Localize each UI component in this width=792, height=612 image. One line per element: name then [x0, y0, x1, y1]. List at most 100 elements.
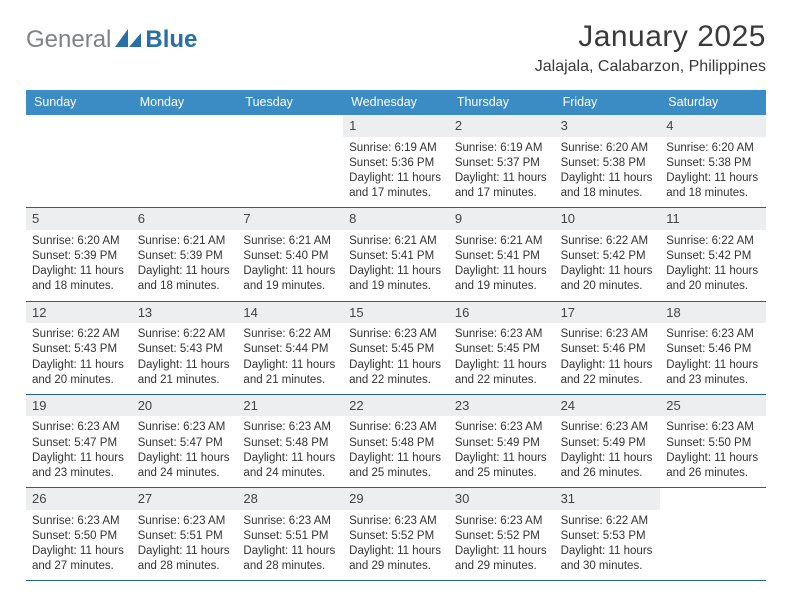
sunset-text: Sunset: 5:45 PM: [455, 342, 549, 357]
sunrise-text: Sunrise: 6:23 AM: [243, 420, 337, 435]
day-body: Sunrise: 6:23 AMSunset: 5:50 PMDaylight:…: [26, 510, 132, 581]
daylight-text: Daylight: 11 hours: [32, 544, 126, 559]
day-body: Sunrise: 6:23 AMSunset: 5:50 PMDaylight:…: [660, 416, 766, 487]
daylight-text: and 25 minutes.: [349, 466, 443, 481]
daylight-text: and 23 minutes.: [666, 373, 760, 388]
sunrise-text: Sunrise: 6:23 AM: [455, 420, 549, 435]
daylight-text: Daylight: 11 hours: [455, 451, 549, 466]
day-number: 9: [449, 208, 555, 230]
sunrise-text: Sunrise: 6:23 AM: [561, 420, 655, 435]
day-number: 13: [132, 302, 238, 324]
day-cell: 12Sunrise: 6:22 AMSunset: 5:43 PMDayligh…: [26, 302, 132, 394]
sunset-text: Sunset: 5:51 PM: [138, 529, 232, 544]
day-cell: [237, 115, 343, 207]
sunrise-text: Sunrise: 6:23 AM: [349, 514, 443, 529]
daylight-text: Daylight: 11 hours: [561, 264, 655, 279]
daylight-text: and 20 minutes.: [561, 279, 655, 294]
day-body: Sunrise: 6:22 AMSunset: 5:42 PMDaylight:…: [660, 230, 766, 301]
daylight-text: and 17 minutes.: [349, 186, 443, 201]
sunset-text: Sunset: 5:43 PM: [32, 342, 126, 357]
day-cell: 22Sunrise: 6:23 AMSunset: 5:48 PMDayligh…: [343, 395, 449, 487]
daylight-text: Daylight: 11 hours: [666, 358, 760, 373]
daylight-text: and 19 minutes.: [243, 279, 337, 294]
sunset-text: Sunset: 5:37 PM: [455, 156, 549, 171]
sunrise-text: Sunrise: 6:23 AM: [138, 514, 232, 529]
sunset-text: Sunset: 5:46 PM: [561, 342, 655, 357]
sunset-text: Sunset: 5:41 PM: [349, 249, 443, 264]
daylight-text: Daylight: 11 hours: [243, 264, 337, 279]
sunrise-text: Sunrise: 6:22 AM: [138, 327, 232, 342]
day-cell: [26, 115, 132, 207]
day-number: 17: [555, 302, 661, 324]
day-number: 3: [555, 115, 661, 137]
day-number: 23: [449, 395, 555, 417]
day-cell: 5Sunrise: 6:20 AMSunset: 5:39 PMDaylight…: [26, 208, 132, 300]
daylight-text: Daylight: 11 hours: [455, 171, 549, 186]
day-cell: 30Sunrise: 6:23 AMSunset: 5:52 PMDayligh…: [449, 488, 555, 580]
daylight-text: Daylight: 11 hours: [32, 358, 126, 373]
sunrise-text: Sunrise: 6:23 AM: [455, 514, 549, 529]
day-cell: 23Sunrise: 6:23 AMSunset: 5:49 PMDayligh…: [449, 395, 555, 487]
daylight-text: and 22 minutes.: [561, 373, 655, 388]
day-number: 31: [555, 488, 661, 510]
sunset-text: Sunset: 5:41 PM: [455, 249, 549, 264]
weekday-header: Friday: [555, 90, 661, 115]
day-cell: 21Sunrise: 6:23 AMSunset: 5:48 PMDayligh…: [237, 395, 343, 487]
brand-word-b: Blue: [145, 26, 197, 54]
sunrise-text: Sunrise: 6:20 AM: [666, 141, 760, 156]
sunrise-text: Sunrise: 6:21 AM: [138, 234, 232, 249]
day-number: 22: [343, 395, 449, 417]
weekday-header: Monday: [132, 90, 238, 115]
daylight-text: Daylight: 11 hours: [561, 544, 655, 559]
sunset-text: Sunset: 5:45 PM: [349, 342, 443, 357]
day-cell: 28Sunrise: 6:23 AMSunset: 5:51 PMDayligh…: [237, 488, 343, 580]
sunrise-text: Sunrise: 6:23 AM: [32, 420, 126, 435]
sunset-text: Sunset: 5:43 PM: [138, 342, 232, 357]
sunrise-text: Sunrise: 6:23 AM: [138, 420, 232, 435]
daylight-text: and 25 minutes.: [455, 466, 549, 481]
daylight-text: Daylight: 11 hours: [349, 451, 443, 466]
day-cell: 9Sunrise: 6:21 AMSunset: 5:41 PMDaylight…: [449, 208, 555, 300]
day-body: Sunrise: 6:22 AMSunset: 5:42 PMDaylight:…: [555, 230, 661, 301]
day-number: 11: [660, 208, 766, 230]
day-cell: 25Sunrise: 6:23 AMSunset: 5:50 PMDayligh…: [660, 395, 766, 487]
sunset-text: Sunset: 5:42 PM: [561, 249, 655, 264]
day-cell: 11Sunrise: 6:22 AMSunset: 5:42 PMDayligh…: [660, 208, 766, 300]
weekday-header: Sunday: [26, 90, 132, 115]
day-number: 1: [343, 115, 449, 137]
day-body: Sunrise: 6:23 AMSunset: 5:48 PMDaylight:…: [237, 416, 343, 487]
sunset-text: Sunset: 5:47 PM: [32, 436, 126, 451]
day-cell: 8Sunrise: 6:21 AMSunset: 5:41 PMDaylight…: [343, 208, 449, 300]
weekday-header: Thursday: [449, 90, 555, 115]
sunset-text: Sunset: 5:49 PM: [561, 436, 655, 451]
sunrise-text: Sunrise: 6:20 AM: [32, 234, 126, 249]
daylight-text: Daylight: 11 hours: [32, 264, 126, 279]
sail-icon: [115, 29, 141, 52]
sunset-text: Sunset: 5:39 PM: [138, 249, 232, 264]
day-cell: 24Sunrise: 6:23 AMSunset: 5:49 PMDayligh…: [555, 395, 661, 487]
day-cell: 19Sunrise: 6:23 AMSunset: 5:47 PMDayligh…: [26, 395, 132, 487]
daylight-text: Daylight: 11 hours: [666, 171, 760, 186]
day-number: 21: [237, 395, 343, 417]
day-number: 30: [449, 488, 555, 510]
daylight-text: and 28 minutes.: [138, 559, 232, 574]
sunrise-text: Sunrise: 6:21 AM: [455, 234, 549, 249]
sunrise-text: Sunrise: 6:21 AM: [349, 234, 443, 249]
sunrise-text: Sunrise: 6:22 AM: [561, 514, 655, 529]
sunrise-text: Sunrise: 6:22 AM: [561, 234, 655, 249]
daylight-text: and 24 minutes.: [138, 466, 232, 481]
topbar: General Blue January 2025 Jalajala, Cala…: [26, 20, 766, 84]
sunset-text: Sunset: 5:51 PM: [243, 529, 337, 544]
sunrise-text: Sunrise: 6:23 AM: [561, 327, 655, 342]
day-body: Sunrise: 6:22 AMSunset: 5:43 PMDaylight:…: [26, 323, 132, 394]
daylight-text: and 26 minutes.: [666, 466, 760, 481]
day-body: Sunrise: 6:19 AMSunset: 5:36 PMDaylight:…: [343, 137, 449, 208]
day-cell: 15Sunrise: 6:23 AMSunset: 5:45 PMDayligh…: [343, 302, 449, 394]
daylight-text: and 29 minutes.: [349, 559, 443, 574]
day-body: Sunrise: 6:20 AMSunset: 5:39 PMDaylight:…: [26, 230, 132, 301]
day-number: 28: [237, 488, 343, 510]
day-body: Sunrise: 6:23 AMSunset: 5:51 PMDaylight:…: [237, 510, 343, 581]
sunset-text: Sunset: 5:36 PM: [349, 156, 443, 171]
day-cell: 10Sunrise: 6:22 AMSunset: 5:42 PMDayligh…: [555, 208, 661, 300]
daylight-text: and 21 minutes.: [243, 373, 337, 388]
